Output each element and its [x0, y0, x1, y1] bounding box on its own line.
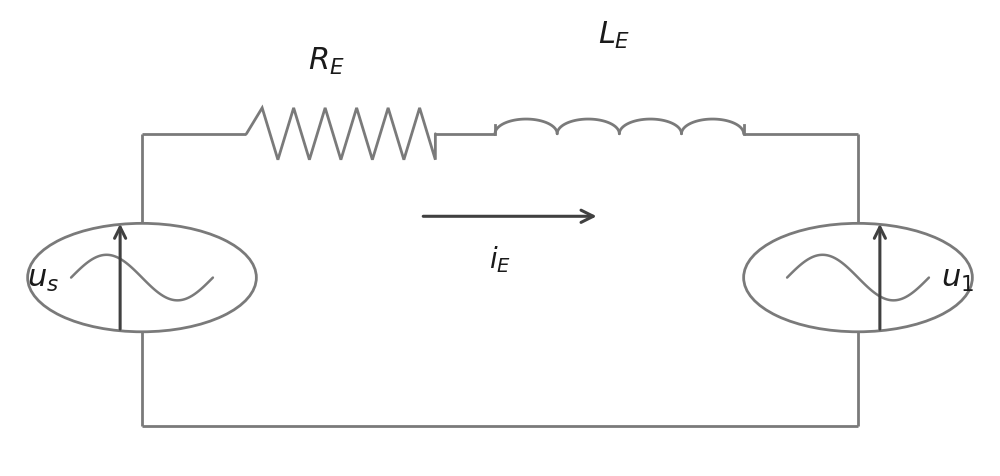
Text: $u_1$: $u_1$	[941, 263, 974, 294]
Text: $R_E$: $R_E$	[308, 46, 344, 77]
Text: $L_E$: $L_E$	[598, 20, 631, 51]
Text: $u_s$: $u_s$	[27, 263, 59, 294]
Text: $i_E$: $i_E$	[489, 244, 511, 275]
